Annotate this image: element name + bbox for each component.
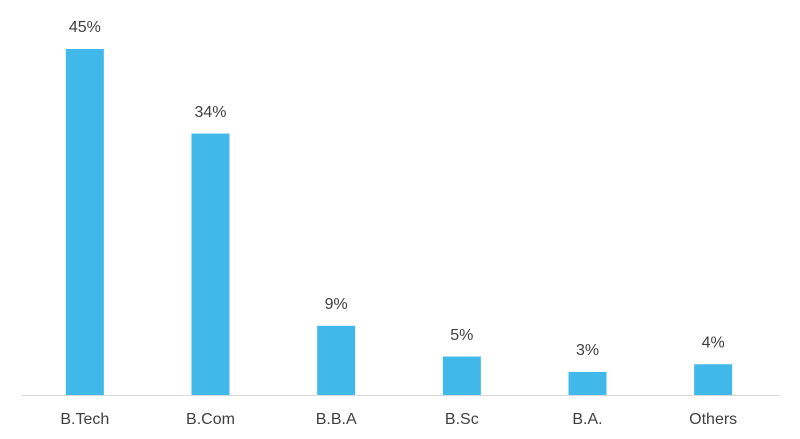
bar <box>317 325 356 395</box>
bar <box>191 133 230 396</box>
value-label: 4% <box>702 334 725 351</box>
bar <box>694 364 733 395</box>
value-label: 5% <box>450 327 473 344</box>
value-label: 34% <box>194 104 226 121</box>
x-tick-label: B.A. <box>572 411 602 428</box>
x-tick-label: B.Tech <box>60 411 109 428</box>
bar <box>442 356 481 395</box>
x-tick-label: B.B.A <box>316 411 357 428</box>
bar <box>65 49 104 395</box>
x-tick-label: B.Sc <box>445 411 479 428</box>
value-label: 9% <box>325 296 348 313</box>
value-label: 45% <box>69 19 101 36</box>
x-tick-label: Others <box>689 411 737 428</box>
x-tick-label: B.Com <box>186 411 235 428</box>
bar <box>568 371 607 395</box>
value-label: 3% <box>576 342 599 359</box>
